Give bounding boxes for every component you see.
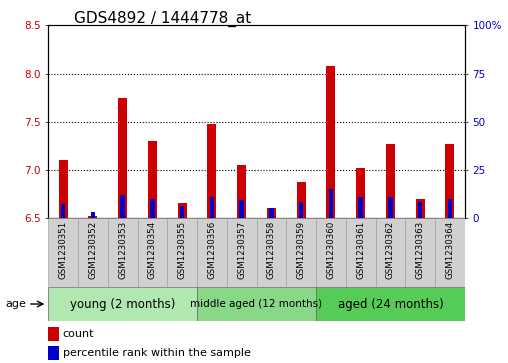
Bar: [327, 66, 335, 218]
Bar: [375, 218, 405, 287]
Bar: [239, 200, 244, 218]
Text: count: count: [63, 329, 94, 339]
Text: GSM1230358: GSM1230358: [267, 221, 276, 280]
Text: GSM1230361: GSM1230361: [356, 221, 365, 280]
Bar: [180, 206, 184, 218]
Bar: [227, 218, 257, 287]
Bar: [78, 218, 108, 287]
Bar: [359, 197, 363, 218]
Bar: [416, 199, 425, 218]
Bar: [197, 287, 316, 321]
Text: GSM1230356: GSM1230356: [207, 221, 216, 280]
Bar: [48, 327, 58, 341]
Text: GSM1230362: GSM1230362: [386, 221, 395, 280]
Text: GSM1230363: GSM1230363: [416, 221, 425, 280]
Text: GSM1230355: GSM1230355: [178, 221, 186, 280]
Bar: [120, 195, 125, 218]
Bar: [88, 216, 98, 218]
Bar: [61, 204, 66, 218]
Bar: [138, 218, 167, 287]
Text: GSM1230359: GSM1230359: [297, 221, 306, 280]
Bar: [269, 208, 274, 218]
Bar: [297, 182, 306, 218]
Bar: [197, 218, 227, 287]
Bar: [257, 218, 287, 287]
Bar: [386, 144, 395, 218]
Bar: [388, 197, 393, 218]
Bar: [48, 287, 197, 321]
Text: GSM1230352: GSM1230352: [88, 221, 98, 280]
Text: percentile rank within the sample: percentile rank within the sample: [63, 348, 251, 358]
Text: GSM1230364: GSM1230364: [446, 221, 455, 280]
Bar: [48, 218, 78, 287]
Text: aged (24 months): aged (24 months): [337, 298, 443, 310]
Bar: [58, 160, 68, 218]
Bar: [237, 165, 246, 218]
Bar: [267, 208, 276, 218]
Bar: [207, 125, 216, 218]
Text: young (2 months): young (2 months): [70, 298, 175, 310]
Bar: [210, 197, 214, 218]
Text: GSM1230351: GSM1230351: [58, 221, 68, 280]
Bar: [418, 203, 423, 218]
Bar: [405, 218, 435, 287]
Text: GDS4892 / 1444778_at: GDS4892 / 1444778_at: [74, 11, 251, 27]
Bar: [148, 141, 157, 218]
Bar: [316, 287, 465, 321]
Text: GSM1230357: GSM1230357: [237, 221, 246, 280]
Text: middle aged (12 months): middle aged (12 months): [190, 299, 323, 309]
Text: GSM1230354: GSM1230354: [148, 221, 157, 280]
Bar: [118, 98, 127, 218]
Bar: [346, 218, 375, 287]
Bar: [48, 346, 58, 360]
Bar: [167, 218, 197, 287]
Bar: [316, 218, 346, 287]
Bar: [299, 203, 303, 218]
Bar: [178, 203, 186, 218]
Bar: [108, 218, 138, 287]
Bar: [356, 168, 365, 218]
Bar: [448, 199, 452, 218]
Bar: [329, 189, 333, 218]
Text: GSM1230360: GSM1230360: [327, 221, 335, 280]
Text: age: age: [5, 299, 26, 309]
Bar: [435, 218, 465, 287]
Bar: [287, 218, 316, 287]
Bar: [150, 199, 154, 218]
Text: GSM1230353: GSM1230353: [118, 221, 127, 280]
Bar: [90, 212, 95, 218]
Bar: [446, 144, 454, 218]
